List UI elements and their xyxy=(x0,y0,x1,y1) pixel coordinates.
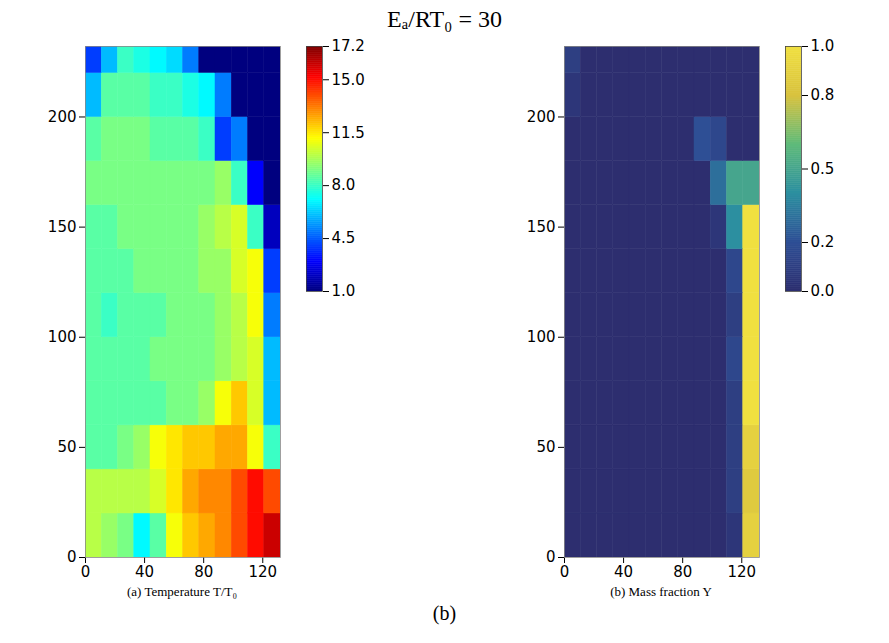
svg-text:0: 0 xyxy=(80,563,90,581)
html-text:(a) Temperature T/T₀: (a) Temperature T/T₀ xyxy=(127,584,237,599)
svg-text:200: 200 xyxy=(526,108,555,126)
svg-text:1.0: 1.0 xyxy=(810,38,834,55)
svg-text:17.2: 17.2 xyxy=(331,38,364,55)
svg-text:200: 200 xyxy=(47,108,76,126)
svg-text:1.0: 1.0 xyxy=(331,282,355,299)
svg-text:80: 80 xyxy=(673,563,692,581)
svg-text:4.5: 4.5 xyxy=(331,229,355,247)
svg-text:100: 100 xyxy=(526,328,555,346)
svg-text:8.0: 8.0 xyxy=(331,176,355,194)
svg-text:0: 0 xyxy=(66,548,76,566)
svg-text:0.8: 0.8 xyxy=(810,86,834,104)
svg-text:15.0: 15.0 xyxy=(331,71,364,89)
svg-text:0: 0 xyxy=(545,548,555,566)
svg-text:50: 50 xyxy=(57,438,76,456)
svg-text:50: 50 xyxy=(536,438,555,456)
html-text:(b): (b) xyxy=(432,602,457,624)
svg-text:40: 40 xyxy=(135,563,154,581)
svg-text:80: 80 xyxy=(194,563,213,581)
svg-text:40: 40 xyxy=(614,563,633,581)
svg-text:0: 0 xyxy=(559,563,569,581)
svg-text:120: 120 xyxy=(727,563,756,581)
svg-text:120: 120 xyxy=(248,563,277,581)
html-text:(b) Mass fraction Y: (b) Mass fraction Y xyxy=(610,584,712,599)
html-text:Eₐ/RT₀ = 30: Eₐ/RT₀ = 30 xyxy=(387,6,502,32)
svg-text:150: 150 xyxy=(47,218,76,236)
svg-text:0.0: 0.0 xyxy=(810,282,834,299)
svg-text:11.5: 11.5 xyxy=(331,124,364,142)
svg-text:0.2: 0.2 xyxy=(810,233,834,251)
svg-text:0.5: 0.5 xyxy=(810,160,834,178)
svg-text:150: 150 xyxy=(526,218,555,236)
svg-text:100: 100 xyxy=(47,328,76,346)
